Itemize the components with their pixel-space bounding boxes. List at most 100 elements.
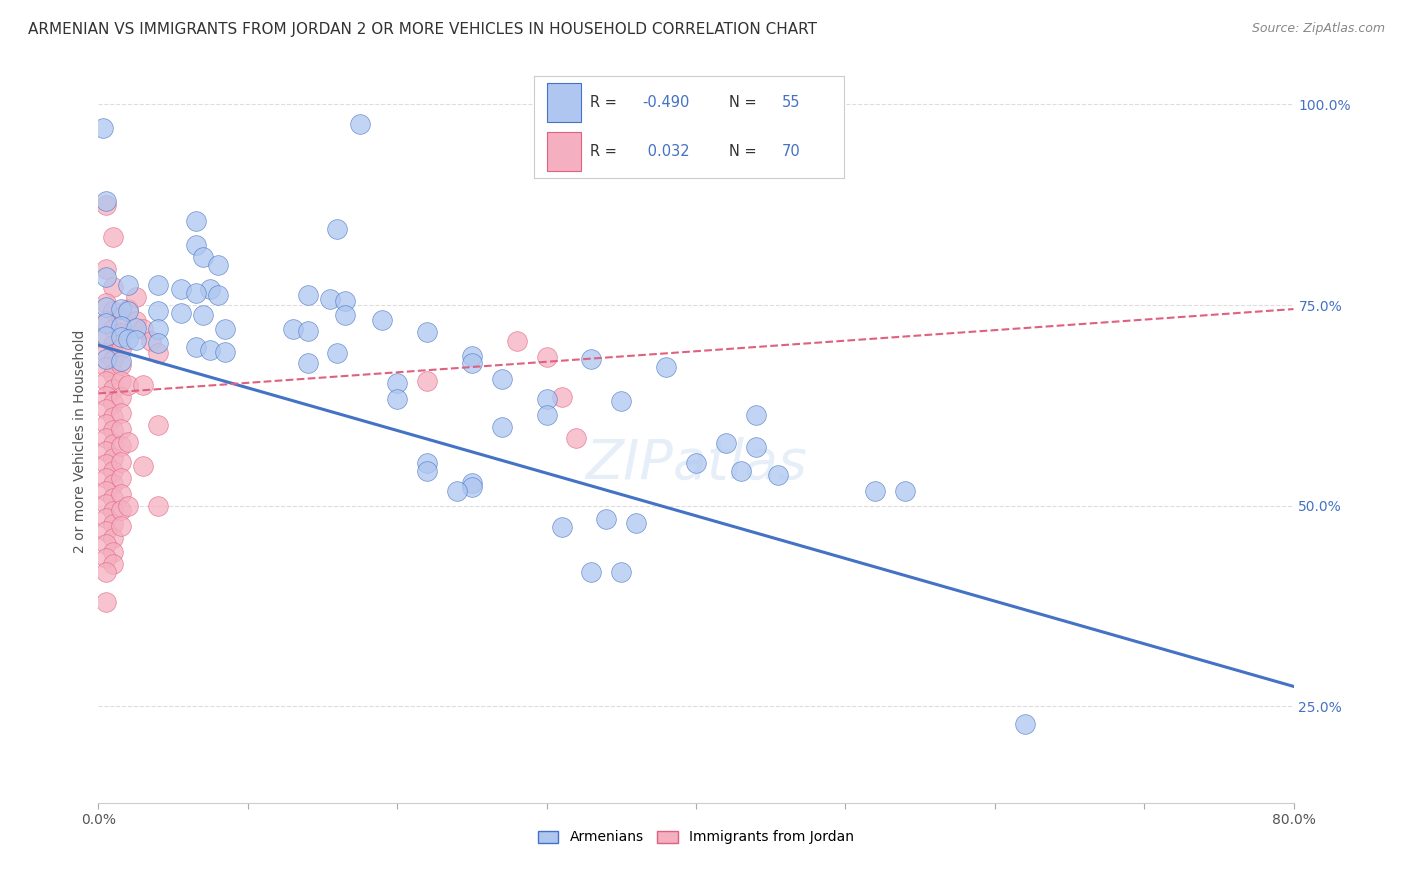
Point [117,499,139,513]
Point [491,420,513,434]
Point [110,519,132,533]
Point [446,484,468,499]
Point [297,288,319,302]
Point [94,595,117,609]
Point [148,346,170,360]
Point [103,450,125,465]
Point [169,282,191,296]
Point [103,304,125,318]
Point [297,324,319,338]
Point [110,326,132,341]
Point [416,326,439,340]
Point [94,402,117,417]
Y-axis label: 2 or more Vehicles in Household: 2 or more Vehicles in Household [73,330,87,553]
Point [103,352,125,367]
Point [461,356,484,370]
Point [125,334,148,348]
Point [349,117,371,131]
FancyBboxPatch shape [547,83,581,122]
Point [94,328,117,343]
Point [200,282,222,296]
Point [94,296,117,310]
Point [610,394,633,409]
Point [110,502,132,516]
Point [125,320,148,334]
Point [536,350,558,364]
Point [865,484,887,499]
Point [94,314,117,328]
Text: ZIPatlas: ZIPatlas [585,437,807,490]
Point [416,464,439,478]
Point [184,340,207,354]
Point [103,558,125,572]
Point [94,497,117,511]
Point [94,346,117,360]
Point [371,312,394,326]
FancyBboxPatch shape [547,132,581,171]
Point [94,470,117,484]
Point [103,423,125,437]
Point [184,213,207,227]
Point [565,430,588,444]
Point [94,269,117,284]
Point [110,318,132,333]
Text: R =: R = [591,95,621,110]
Point [103,382,125,396]
Point [117,378,139,392]
Legend: Armenians, Immigrants from Jordan: Armenians, Immigrants from Jordan [531,825,860,850]
Point [416,374,439,388]
Point [117,301,139,317]
Text: Source: ZipAtlas.com: Source: ZipAtlas.com [1251,22,1385,36]
Point [461,476,484,491]
Text: 70: 70 [782,145,800,160]
Point [214,322,236,336]
Point [91,121,114,136]
Point [94,457,117,471]
Point [506,334,529,349]
Point [207,258,229,272]
Point [94,359,117,374]
Point [894,484,917,499]
Point [385,392,409,406]
Point [110,330,132,344]
Point [207,288,229,302]
Point [139,334,162,349]
Point [132,322,155,336]
Point [103,464,125,478]
Point [103,437,125,451]
Point [94,194,117,208]
Point [148,304,170,318]
Point [94,389,117,403]
Point [94,261,117,276]
Point [110,358,132,372]
Point [714,436,737,450]
Point [125,314,148,328]
Point [110,470,132,484]
Point [94,550,117,566]
Point [117,277,139,292]
Point [326,346,349,360]
Point [184,238,207,252]
Point [103,396,125,410]
Point [117,332,139,346]
Point [94,510,117,524]
Text: ARMENIAN VS IMMIGRANTS FROM JORDAN 2 OR MORE VEHICLES IN HOUSEHOLD CORRELATION C: ARMENIAN VS IMMIGRANTS FROM JORDAN 2 OR … [28,22,817,37]
Point [148,335,170,350]
Text: -0.490: -0.490 [643,95,690,110]
Point [745,408,768,422]
Point [94,537,117,551]
Point [169,306,191,320]
Point [103,409,125,424]
Point [94,374,117,388]
Point [94,565,117,579]
Point [745,440,768,454]
Point [191,250,214,264]
Point [117,434,139,449]
Point [94,330,117,344]
Point [536,408,558,422]
Point [94,430,117,444]
Point [132,378,155,392]
Point [110,310,132,325]
Point [103,504,125,518]
Point [491,372,513,386]
